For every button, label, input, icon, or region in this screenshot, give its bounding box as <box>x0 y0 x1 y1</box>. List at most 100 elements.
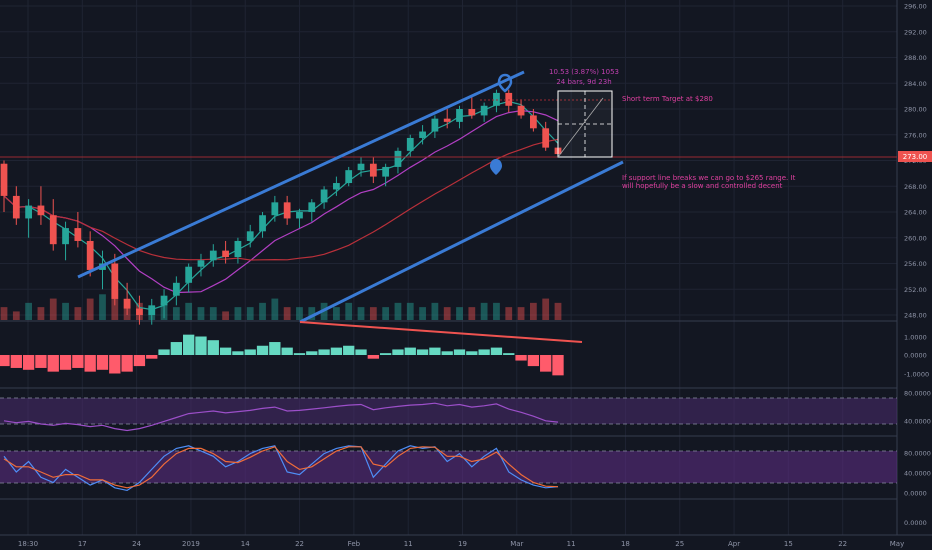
measure-label: 10.53 (3.87%) 1053 <box>549 68 619 76</box>
stoch-tick-label: 0.0000 <box>904 490 927 498</box>
volume-bar <box>259 302 266 320</box>
macd-bar <box>232 351 244 355</box>
macd-bar <box>195 336 207 355</box>
volume-bar <box>172 307 180 320</box>
macd-bar <box>84 355 96 372</box>
price-tick-label: 280.00 <box>904 106 927 114</box>
volume-bar <box>382 307 390 320</box>
stochastic-lines <box>3 445 559 492</box>
rsi-tick-label: 80.0000 <box>904 390 931 398</box>
ma-fast-line <box>3 100 559 311</box>
time-tick-label: 24 <box>132 540 141 548</box>
candle-body <box>37 205 45 216</box>
candle-body <box>197 260 205 267</box>
volume-bar <box>222 311 229 320</box>
volume-bar <box>357 307 365 320</box>
macd-bar <box>244 349 256 355</box>
candle-body <box>209 250 217 261</box>
price-tick-label: 264.00 <box>904 209 927 217</box>
volume-bar <box>369 307 377 320</box>
candle-body <box>123 298 131 309</box>
price-tick-label: 260.00 <box>904 234 927 242</box>
time-tick-label: Feb <box>348 540 361 548</box>
macd-bar <box>170 342 183 355</box>
macd-histogram <box>0 334 564 376</box>
candle-body <box>271 202 279 216</box>
volume-bar <box>419 307 426 320</box>
macd-bar <box>453 349 466 355</box>
last-price-label: 273.00 <box>903 153 928 161</box>
candle-body <box>259 215 266 232</box>
candle-body <box>517 105 525 116</box>
candle-body <box>320 189 328 203</box>
volume-bar <box>480 302 488 320</box>
volume-bar <box>296 307 303 320</box>
candle-body <box>283 202 291 219</box>
macd-trend-line[interactable] <box>299 321 583 343</box>
volume-bar <box>394 302 402 320</box>
macd-bar <box>0 355 10 367</box>
map-pin-icon[interactable] <box>490 159 502 175</box>
time-tick-label: Apr <box>728 540 740 548</box>
candle-body <box>185 266 193 283</box>
volume-bar <box>246 307 254 320</box>
candle-body <box>0 163 8 196</box>
volume-bar <box>443 307 451 320</box>
time-tick-label: 18 <box>621 540 630 548</box>
macd-bar <box>367 355 379 359</box>
rsi-band <box>0 398 897 424</box>
lower-channel-line[interactable] <box>299 160 624 324</box>
time-tick-label: 22 <box>838 540 847 548</box>
macd-bar <box>72 355 84 368</box>
time-tick-label: 17 <box>78 540 87 548</box>
moving-averages <box>3 100 559 311</box>
extra-tick-label: 0.0000 <box>904 519 927 527</box>
ma-slow-line <box>3 138 559 261</box>
candle-body <box>49 215 57 245</box>
candle-body <box>296 212 303 219</box>
candle-body <box>369 163 377 177</box>
volume-bar <box>308 307 316 320</box>
support-annotation-line2[interactable]: will hopefully be a slow and controlled … <box>622 182 783 190</box>
stoch-tick-label: 80.0000 <box>904 450 931 458</box>
macd-bar <box>404 347 416 355</box>
candle-body <box>357 163 365 171</box>
macd-tick-label: 1.0000 <box>904 334 927 342</box>
rsi-tick-label: 40.0000 <box>904 418 931 426</box>
candle-body <box>148 305 156 315</box>
stoch-tick-label: 40.0000 <box>904 470 931 478</box>
volume-bar <box>234 307 242 320</box>
candle-body <box>62 228 69 245</box>
macd-bar <box>293 353 306 355</box>
macd-bar <box>429 347 441 355</box>
macd-bar <box>343 345 355 355</box>
macd-bar <box>35 355 47 368</box>
rsi-line <box>3 402 559 432</box>
macd-bar <box>146 355 158 359</box>
price-tick-label: 292.00 <box>904 28 927 36</box>
time-tick-label: 22 <box>295 540 304 548</box>
time-tick-label: 15 <box>784 540 793 548</box>
band-limits <box>0 397 897 484</box>
measure-diagonal <box>557 97 604 158</box>
macd-bar <box>96 355 109 370</box>
time-axis: 18:30 17 24 2019 14 22 Feb 11 19 Mar 11 18 25 Apr 15 22… <box>18 540 904 548</box>
map-pin-icon[interactable] <box>497 73 513 93</box>
volume-bar <box>49 298 57 320</box>
candle-body <box>480 105 488 116</box>
candle-body <box>222 250 229 258</box>
candle-body <box>456 109 463 122</box>
support-annotation-line1[interactable]: If support line breaks we can go to $265… <box>622 174 796 182</box>
volume-bars <box>0 290 562 320</box>
target-annotation[interactable]: Short term Target at $280 <box>622 95 713 103</box>
upper-channel-line[interactable] <box>77 70 525 279</box>
price-tick-label: 288.00 <box>904 54 927 62</box>
measure-label-bars: 24 bars, 9d 23h <box>556 78 611 86</box>
pane-separators <box>0 0 932 536</box>
candle-body <box>172 282 180 296</box>
macd-bar <box>306 351 318 355</box>
time-tick-label: 18:30 <box>18 540 38 548</box>
candle-body <box>74 228 82 241</box>
price-tick-label: 252.00 <box>904 286 927 294</box>
